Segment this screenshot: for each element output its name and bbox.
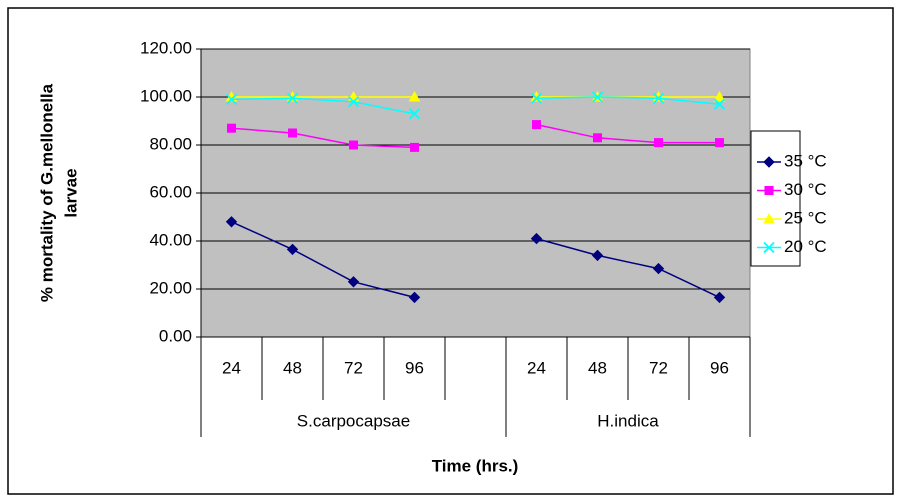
marker (532, 120, 541, 130)
marker (408, 291, 421, 304)
marker (593, 133, 602, 143)
x-tick-label: 96 (710, 358, 729, 377)
x-tick-label: 48 (283, 358, 302, 377)
marker (347, 276, 360, 288)
x-tick-label: 72 (344, 358, 363, 377)
group-label: S.carpocapsae (297, 411, 410, 430)
marker (225, 93, 238, 106)
series-line (231, 96, 720, 115)
marker (652, 262, 665, 275)
marker (408, 90, 421, 102)
x-axis-title: Time (hrs.) (432, 456, 519, 475)
legend-marker (763, 156, 775, 168)
legend-marker (763, 212, 775, 224)
marker (410, 142, 419, 152)
x-tick-label: 96 (405, 358, 424, 377)
y-tick-label: 120.00 (140, 38, 192, 57)
series-line (231, 221, 720, 299)
marker (715, 138, 724, 148)
x-tick-label: 24 (527, 358, 546, 377)
marker (349, 140, 358, 150)
y-axis-title-line: larvae (61, 168, 80, 217)
legend-label: 25 °C (784, 208, 827, 227)
y-tick-label: 60.00 (149, 182, 192, 201)
marker (713, 291, 726, 304)
x-tick-label: 48 (588, 358, 607, 377)
marker (227, 123, 236, 133)
marker (408, 108, 421, 120)
y-tick-label: 100.00 (140, 86, 192, 105)
marker (225, 216, 238, 228)
series-line (231, 123, 720, 149)
legend-label: 20 °C (784, 237, 827, 256)
y-tick-label: 20.00 (149, 278, 192, 297)
y-axis-title-line: % mortality of G.mellonella (37, 83, 56, 302)
group-label: H.indica (597, 411, 659, 430)
legend-label: 35 °C (784, 151, 827, 170)
marker (591, 249, 604, 262)
y-tick-label: 40.00 (149, 230, 192, 249)
legend-label: 30 °C (784, 180, 827, 199)
y-tick-label: 0.00 (159, 326, 192, 345)
legend-box (750, 130, 801, 267)
legend-marker (763, 241, 775, 254)
marker (530, 92, 543, 104)
marker (286, 92, 299, 104)
x-tick-label: 72 (649, 358, 668, 377)
marker (713, 90, 726, 102)
y-tick-label: 80.00 (149, 134, 192, 153)
y-axis-title: % mortality of G.mellonella larvae (37, 83, 80, 302)
marker (713, 98, 726, 110)
marker (288, 128, 297, 138)
marker (654, 138, 663, 148)
marker (530, 232, 543, 245)
marker (591, 91, 604, 103)
marker (347, 96, 360, 108)
legend-marker (764, 186, 774, 195)
marker (286, 243, 299, 256)
marker (652, 92, 665, 104)
x-tick-label: 24 (222, 358, 241, 377)
